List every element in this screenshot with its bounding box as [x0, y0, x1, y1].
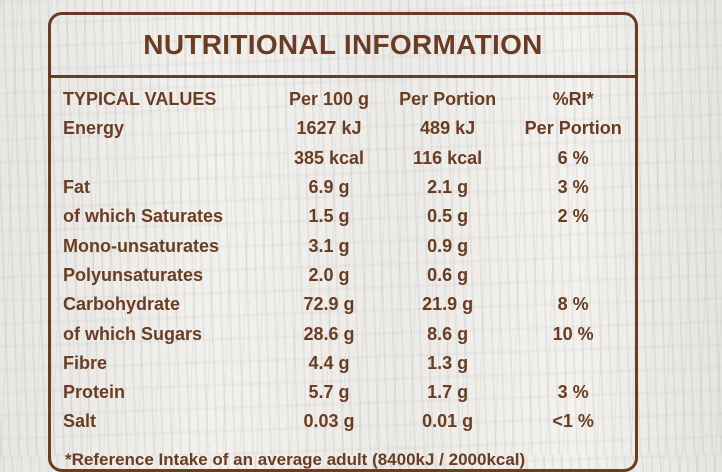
ri-value [511, 261, 635, 290]
table-row: Mono-unsaturates 3.1 g 0.9 g [63, 231, 635, 260]
ri-value: 3 % [557, 177, 589, 198]
per-portion-value: 1.3 g [427, 352, 469, 373]
nutrient-name: Mono-unsaturates [63, 235, 220, 256]
nutrient-name: Energy [63, 118, 125, 139]
ri-value: 3 % [557, 382, 589, 403]
nutrition-table: TYPICAL VALUES Per 100 g Per Portion %RI… [63, 85, 635, 437]
per-100g-value: 385 kcal [293, 147, 365, 168]
per-100g-value: 4.4 g [308, 352, 350, 373]
header-ri: %RI* [552, 89, 594, 110]
nutrition-title: NUTRITIONAL INFORMATION [143, 29, 543, 60]
nutrient-name: Carbohydrate [63, 294, 181, 315]
per-100g-value: 72.9 g [303, 294, 355, 315]
per-100g-value: 3.1 g [308, 235, 350, 256]
table-row: of which Sugars 28.6 g 8.6 g 10 % [63, 319, 635, 348]
per-portion-value: 116 kcal [413, 147, 483, 168]
per-portion-value: 489 kJ [420, 118, 476, 139]
per-portion-value: 8.6 g [427, 323, 469, 344]
ri-value: 2 % [557, 206, 589, 227]
ri-value: 10 % [552, 323, 594, 344]
table-row: Fat 6.9 g 2.1 g 3 % [63, 173, 635, 202]
per-portion-value: 0.9 g [427, 235, 469, 256]
header-typical-values: TYPICAL VALUES [63, 89, 217, 110]
per-portion-value: 0.6 g [427, 264, 469, 285]
header-row: TYPICAL VALUES Per 100 g Per Portion %RI… [63, 85, 635, 114]
header-per-100g: Per 100 g [289, 89, 370, 110]
ri-value [511, 231, 635, 260]
ri-value: <1 % [552, 411, 594, 432]
nutrient-name: Salt [63, 411, 97, 432]
per-portion-value: 1.7 g [427, 382, 469, 403]
header-per-portion: Per Portion [399, 89, 497, 110]
nutrient-name: Fat [63, 177, 90, 198]
table-row: Carbohydrate 72.9 g 21.9 g 8 % [63, 290, 635, 319]
per-portion-value: 0.5 g [427, 206, 469, 227]
reference-intake-footnote: *Reference Intake of an average adult (8… [65, 450, 526, 469]
per-portion-value: 0.01 g [422, 411, 474, 432]
ri-value: 8 % [557, 294, 589, 315]
per-100g-value: 1.5 g [308, 206, 350, 227]
per-100g-value: 0.03 g [303, 411, 355, 432]
ri-value: 6 % [557, 147, 589, 168]
per-portion-value: 21.9 g [422, 294, 474, 315]
nutrient-name: Fibre [63, 352, 108, 373]
table-row: Energy 1627 kJ 489 kJ Per Portion [63, 114, 635, 143]
table-row: 385 kcal 116 kcal 6 % [63, 144, 635, 173]
title-divider [51, 75, 635, 78]
nutrient-name: Protein [63, 382, 126, 403]
ri-value: Per Portion [524, 118, 622, 139]
nutrition-panel: NUTRITIONAL INFORMATION TYPICAL VALUES P… [48, 12, 638, 472]
table-row: Protein 5.7 g 1.7 g 3 % [63, 378, 635, 407]
per-100g-value: 5.7 g [308, 382, 350, 403]
table-row: Fibre 4.4 g 1.3 g [63, 349, 635, 378]
nutrient-name [63, 144, 274, 173]
table-row: of which Saturates 1.5 g 0.5 g 2 % [63, 202, 635, 231]
nutrient-name: of which Sugars [63, 323, 203, 344]
per-100g-value: 2.0 g [308, 264, 350, 285]
nutrient-name: of which Saturates [63, 206, 224, 227]
per-portion-value: 2.1 g [427, 177, 469, 198]
per-100g-value: 1627 kJ [296, 118, 362, 139]
nutrient-name: Polyunsaturates [63, 264, 204, 285]
per-100g-value: 6.9 g [308, 177, 350, 198]
per-100g-value: 28.6 g [303, 323, 355, 344]
table-row: Polyunsaturates 2.0 g 0.6 g [63, 261, 635, 290]
ri-value [511, 349, 635, 378]
table-row: Salt 0.03 g 0.01 g <1 % [63, 407, 635, 436]
